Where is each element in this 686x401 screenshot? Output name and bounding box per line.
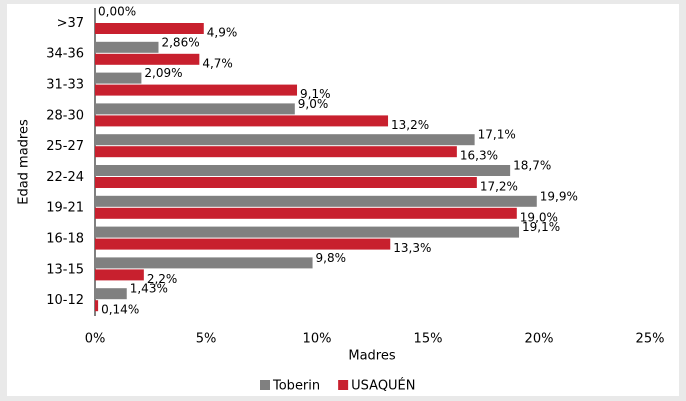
y-tick-label: 34-36 [46,47,84,62]
y-tick-label: 25-27 [46,139,84,154]
bar [95,226,520,238]
legend-swatch [338,380,349,390]
x-tick-label: 25% [636,332,665,347]
bar [95,269,144,281]
y-tick-label: >37 [57,16,84,31]
bar [95,115,389,127]
bar [95,53,200,65]
value-label: 17,1% [478,128,516,142]
value-label: 13,2% [391,118,429,132]
legend-label: Toberin [272,379,320,394]
x-tick-label: 0% [85,332,106,347]
value-label: 4,9% [207,26,238,40]
y-tick-label: 31-33 [46,78,84,93]
value-label: 19,0% [520,210,558,224]
bar [95,103,295,115]
value-label: 19,1% [522,220,560,234]
value-label: 9,0% [298,97,329,111]
bar [95,23,204,34]
value-label: 0,14% [101,303,139,317]
value-label: 19,9% [540,189,578,203]
bar [95,238,391,250]
value-label: 17,2% [480,180,518,194]
value-label: 0,00% [98,5,136,19]
bar [95,177,477,188]
bar [95,257,313,269]
bar [95,207,517,219]
x-tick-label: 20% [525,332,554,347]
y-tick-label: 16-18 [46,232,84,247]
value-label: 2,86% [161,35,199,49]
y-tick-label: 19-21 [46,201,84,216]
x-tick-label: 10% [303,332,332,347]
y-tick-label: 13-15 [46,262,84,277]
bar [95,165,511,176]
bar [95,134,475,146]
y-axis-label: Edad madres [17,119,32,205]
legend-swatch [260,380,270,390]
bar [95,41,159,53]
value-label: 13,3% [393,241,431,255]
y-tick-label: 22-24 [46,170,84,185]
value-label: 2,2% [147,272,178,286]
x-tick-label: 5% [196,332,217,347]
bar [95,300,99,312]
bar [95,195,537,207]
bar [95,72,142,84]
x-tick-label: 15% [414,332,443,347]
y-tick-label: 28-30 [46,108,84,123]
bar [95,146,457,158]
value-label: 2,09% [144,66,182,80]
legend-label: USAQUÉN [351,378,415,394]
y-tick-label: 10-12 [46,293,84,308]
value-label: 1,43% [130,282,168,296]
value-label: 9,1% [300,87,331,101]
value-label: 18,7% [513,159,551,173]
bar [95,84,298,96]
value-label: 9,8% [316,251,347,265]
value-label: 16,3% [460,149,498,163]
bar [95,288,127,300]
value-label: 4,7% [202,56,233,70]
x-axis-label: Madres [348,349,395,364]
